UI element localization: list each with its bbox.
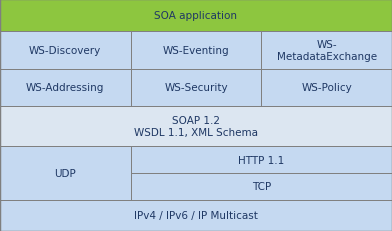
- Text: WS-Discovery: WS-Discovery: [29, 46, 102, 56]
- Bar: [131, 32, 261, 69]
- Bar: [261, 69, 392, 107]
- Bar: [0, 32, 131, 69]
- Text: HTTP 1.1: HTTP 1.1: [238, 155, 284, 165]
- Text: UDP: UDP: [54, 168, 76, 178]
- Text: WS-Policy: WS-Policy: [301, 83, 352, 93]
- Bar: [261, 32, 392, 69]
- Bar: [0, 146, 131, 200]
- Bar: [131, 69, 261, 107]
- Bar: [131, 146, 392, 173]
- Text: WS-Addressing: WS-Addressing: [26, 83, 104, 93]
- Bar: [131, 173, 392, 200]
- Text: WS-Eventing: WS-Eventing: [163, 46, 229, 56]
- Text: TCP: TCP: [252, 182, 271, 192]
- Bar: [0, 69, 131, 107]
- Bar: [0, 107, 392, 146]
- Text: WS-Security: WS-Security: [164, 83, 228, 93]
- Bar: [0, 200, 392, 231]
- Text: SOA application: SOA application: [154, 11, 238, 21]
- Bar: [0, 0, 392, 32]
- Text: WS-
MetadataExchange: WS- MetadataExchange: [277, 40, 377, 62]
- Text: SOAP 1.2
WSDL 1.1, XML Schema: SOAP 1.2 WSDL 1.1, XML Schema: [134, 116, 258, 138]
- Text: IPv4 / IPv6 / IP Multicast: IPv4 / IPv6 / IP Multicast: [134, 210, 258, 221]
